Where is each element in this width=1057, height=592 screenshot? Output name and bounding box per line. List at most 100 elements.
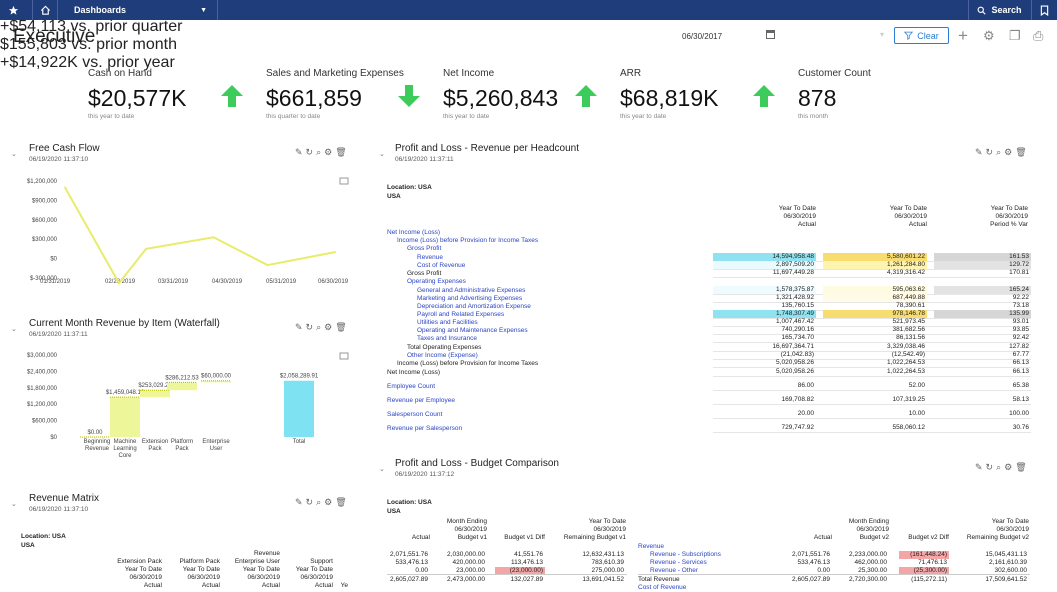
budget-location-sub: USA (387, 508, 401, 515)
pl-row-label[interactable]: Operating Expenses (407, 278, 466, 285)
pl-row-label[interactable]: Employee Count (387, 383, 436, 390)
row-divider (713, 359, 1031, 360)
delete-icon[interactable]: 🗑 (1015, 462, 1027, 472)
budget-row-label[interactable]: Revenue - Services (650, 559, 707, 566)
settings-icon[interactable]: ⚙ (324, 322, 333, 332)
kpi-value: $20,577K (88, 85, 187, 111)
row-divider (713, 367, 1031, 368)
budget-value-cell: (23,000.00) (495, 567, 545, 575)
edit-icon[interactable]: ✎ (975, 462, 983, 472)
edit-icon[interactable]: ✎ (295, 497, 303, 507)
pl-value-cell: 93.85 (1012, 326, 1029, 333)
pl-row-label[interactable]: Other Income (Expense) (407, 352, 478, 359)
pl-row-label[interactable]: Revenue (417, 254, 444, 261)
collapse-chevron-icon[interactable]: ⌄ (379, 466, 385, 473)
pl-row-label[interactable]: Salesperson Count (387, 411, 443, 418)
pl-row-label[interactable]: Depreciation and Amortization Expense (417, 303, 531, 310)
print-icon[interactable]: ⎙ (1033, 28, 1044, 43)
gear-icon[interactable]: ⚙ (983, 28, 995, 43)
bookmark-icon[interactable] (1031, 0, 1057, 20)
search-button[interactable]: Search (968, 0, 1030, 20)
delete-icon[interactable]: 🗑 (335, 322, 347, 332)
date-input[interactable]: 06/30/2017 (682, 32, 723, 41)
zoom-icon[interactable]: ⌕ (316, 322, 322, 332)
add-icon[interactable]: + (958, 26, 968, 45)
pl-row-label[interactable]: Operating and Maintenance Expenses (417, 327, 528, 334)
pl-value-cell: 11,697,449.28 (772, 269, 814, 276)
pl-value-cell: 169,708.82 (781, 396, 814, 403)
budget-column-header: 06/30/2019 (454, 526, 487, 533)
settings-icon[interactable]: ⚙ (1004, 462, 1013, 472)
budget-value-cell: 2,605,027.89 (792, 576, 830, 583)
pl-row-label[interactable]: Revenue per Employee (387, 397, 455, 404)
collapse-chevron-icon[interactable]: ⌄ (11, 151, 17, 158)
budget-location: Location: USA (387, 499, 432, 506)
row-divider (713, 432, 1031, 433)
pl-row-label[interactable]: Net Income (Loss) (387, 229, 441, 236)
refresh-icon[interactable]: ↻ (305, 497, 314, 507)
y-tick-label: $300,000 (32, 237, 58, 243)
edit-icon[interactable]: ✎ (295, 147, 303, 157)
pl-value-cell: 135,760.15 (781, 302, 814, 309)
dashboards-dropdown[interactable]: Dashboards ▼ (60, 0, 218, 20)
pl-row-label[interactable]: General and Administrative Expenses (417, 287, 526, 294)
refresh-icon[interactable]: ↻ (985, 462, 994, 472)
filter-dropdown[interactable]: ▾ (879, 30, 884, 39)
arrow-up-icon (753, 85, 775, 107)
budget-column-header: 06/30/2019 (996, 526, 1029, 533)
budget-column-header: Remaining Budget v2 (966, 534, 1029, 541)
budget-value-cell: 302,600.00 (994, 567, 1027, 574)
pl-row-label[interactable]: Utilities and Facilities (417, 319, 478, 326)
budget-row-label[interactable]: Cost of Revenue (638, 584, 687, 591)
pl-row-label[interactable]: Gross Profit (407, 245, 442, 252)
refresh-icon[interactable]: ↻ (305, 147, 314, 157)
waterfall-bar (201, 380, 231, 383)
star-icon[interactable] (0, 0, 26, 20)
refresh-icon[interactable]: ↻ (305, 322, 314, 332)
pl-value-cell: 92.22 (1012, 294, 1029, 301)
zoom-icon[interactable]: ⌕ (316, 497, 322, 507)
edit-icon[interactable]: ✎ (975, 147, 983, 157)
settings-icon[interactable]: ⚙ (324, 497, 333, 507)
settings-icon[interactable]: ⚙ (1004, 147, 1013, 157)
filter-icon (904, 31, 914, 40)
budget-row-label[interactable]: Revenue (638, 543, 665, 550)
collapse-chevron-icon[interactable]: ⌄ (11, 501, 17, 508)
pl-value-cell: 3,329,038.46 (887, 343, 925, 350)
budget-row-label[interactable]: Revenue - Other (650, 567, 699, 574)
y-tick-label: $2,400,000 (27, 369, 58, 375)
refresh-icon[interactable]: ↻ (985, 147, 994, 157)
budget-row-label[interactable]: Revenue - Subscriptions (650, 551, 721, 558)
budget-value-cell: (115,272.11) (911, 576, 947, 583)
pl-row-label[interactable]: Income (Loss) before Provision for Incom… (397, 237, 539, 244)
kpi-card: Customer Count 878 this month (798, 68, 871, 120)
pl-row-label[interactable]: Revenue per Salesperson (387, 425, 463, 432)
pl-value-cell: 129.72 (934, 261, 1031, 269)
pl-value-cell: 729,747.92 (781, 424, 814, 431)
delete-icon[interactable]: 🗑 (335, 147, 347, 157)
delete-icon[interactable]: 🗑 (1015, 147, 1027, 157)
pl-row-label[interactable]: Payroll and Related Expenses (417, 311, 505, 318)
pl-row-label[interactable]: Marketing and Advertising Expenses (417, 295, 523, 302)
home-icon[interactable] (32, 0, 58, 20)
pl-row-label[interactable]: Taxes and Insurance (417, 335, 477, 342)
x-tick-label: Core (118, 453, 132, 459)
pl-row-label[interactable]: Cost of Revenue (417, 262, 466, 269)
copy-icon[interactable]: ❐ (1009, 28, 1021, 43)
edit-icon[interactable]: ✎ (295, 322, 303, 332)
collapse-chevron-icon[interactable]: ⌄ (11, 326, 17, 333)
delete-icon[interactable]: 🗑 (335, 497, 347, 507)
collapse-chevron-icon[interactable]: ⌄ (379, 151, 385, 158)
download-icon (339, 177, 349, 185)
clear-button[interactable]: Clear (894, 27, 949, 44)
calendar-icon[interactable] (766, 30, 775, 39)
zoom-icon[interactable]: ⌕ (996, 462, 1002, 472)
budget-value-cell: 533,476.13 (395, 559, 428, 566)
zoom-icon[interactable]: ⌕ (316, 147, 322, 157)
row-divider (713, 342, 1031, 343)
budget-value-cell: 113,476.13 (510, 559, 543, 566)
settings-icon[interactable]: ⚙ (324, 147, 333, 157)
waterfall-title: Current Month Revenue by Item (Waterfall… (29, 318, 220, 329)
zoom-icon[interactable]: ⌕ (996, 147, 1002, 157)
matrix-column-header: Ye (340, 582, 348, 589)
